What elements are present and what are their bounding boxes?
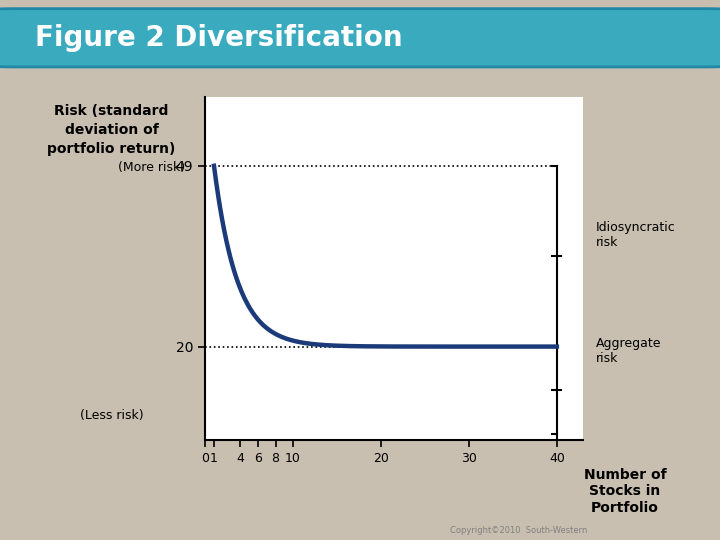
Text: (More risk): (More risk) <box>117 161 185 174</box>
FancyBboxPatch shape <box>0 9 720 67</box>
Text: Idiosyncratic
risk: Idiosyncratic risk <box>596 221 676 249</box>
Text: Number of: Number of <box>584 468 666 482</box>
Text: deviation of: deviation of <box>65 123 158 137</box>
Text: portfolio return): portfolio return) <box>48 141 176 156</box>
Text: (Less risk): (Less risk) <box>80 409 143 422</box>
Text: Risk (standard: Risk (standard <box>55 104 168 118</box>
Text: Stocks in: Stocks in <box>590 484 660 498</box>
Text: Copyright©2010  South-Western: Copyright©2010 South-Western <box>450 525 587 535</box>
Text: Portfolio: Portfolio <box>591 501 659 515</box>
Text: Figure 2 Diversification: Figure 2 Diversification <box>35 24 402 52</box>
Text: Aggregate
risk: Aggregate risk <box>596 337 662 365</box>
